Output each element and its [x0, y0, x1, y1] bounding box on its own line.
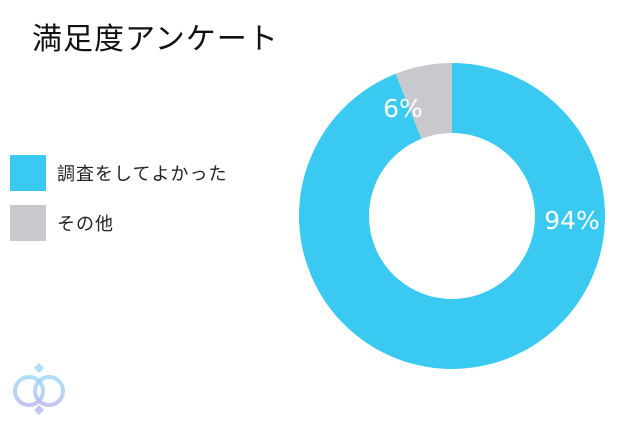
donut-slice-1: [395, 63, 452, 139]
legend-label: 調査をしてよかった: [57, 164, 228, 185]
data-label-1: 6%: [383, 94, 423, 123]
legend-item-satisfied: 調査をしてよかった: [10, 155, 227, 191]
chart-title: 満足度アンケート: [32, 22, 279, 57]
legend-label: その他: [57, 214, 114, 235]
legend-item-other: その他: [10, 205, 114, 241]
legend-swatch: [10, 155, 46, 191]
legend-swatch: [10, 205, 46, 241]
donut-slice-0: [298, 63, 605, 370]
interlocking-rings-logo-icon: [13, 363, 65, 415]
data-label-0: 94%: [544, 206, 600, 235]
